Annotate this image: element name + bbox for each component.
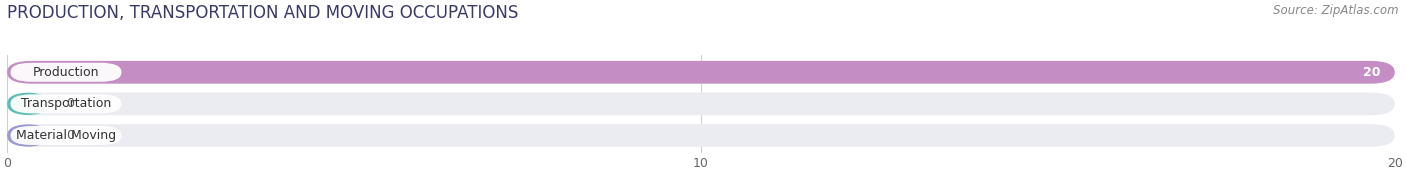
- Text: PRODUCTION, TRANSPORTATION AND MOVING OCCUPATIONS: PRODUCTION, TRANSPORTATION AND MOVING OC…: [7, 4, 519, 22]
- Text: Production: Production: [32, 66, 100, 79]
- FancyBboxPatch shape: [7, 93, 49, 115]
- Text: 20: 20: [1364, 66, 1381, 79]
- Text: Source: ZipAtlas.com: Source: ZipAtlas.com: [1274, 4, 1399, 17]
- Text: Material Moving: Material Moving: [15, 129, 117, 142]
- FancyBboxPatch shape: [7, 124, 1395, 147]
- Text: Transportation: Transportation: [21, 97, 111, 110]
- FancyBboxPatch shape: [7, 124, 49, 147]
- FancyBboxPatch shape: [10, 94, 121, 113]
- FancyBboxPatch shape: [7, 61, 1395, 84]
- FancyBboxPatch shape: [7, 61, 1395, 84]
- FancyBboxPatch shape: [7, 93, 1395, 115]
- Text: 0: 0: [66, 97, 75, 110]
- Text: 0: 0: [66, 129, 75, 142]
- FancyBboxPatch shape: [10, 126, 121, 145]
- FancyBboxPatch shape: [10, 63, 121, 82]
